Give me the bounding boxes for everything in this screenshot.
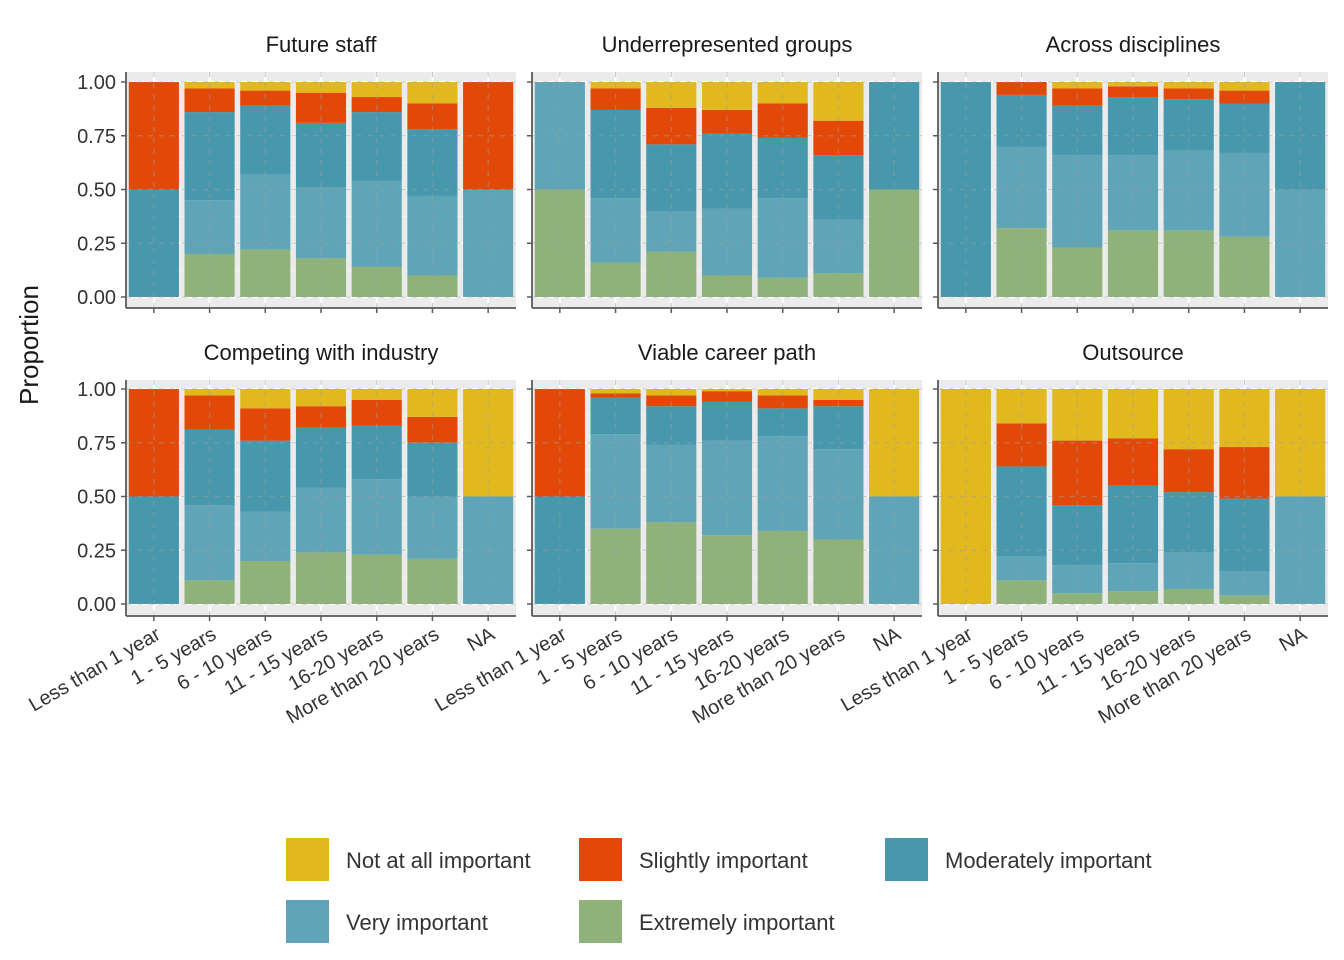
facet-title: Underrepresented groups — [602, 32, 853, 57]
bar-segment-extremely-important — [590, 262, 641, 297]
bar-segment-slightly-important — [646, 395, 697, 407]
y-tick-label: 1.00 — [77, 72, 116, 94]
x-tick-label: NA — [870, 623, 906, 656]
x-tick-label: NA — [1276, 623, 1312, 656]
bar-segment-not-at-all-important — [1163, 389, 1214, 450]
y-tick-label: 1.00 — [77, 379, 116, 401]
bar-segment-slightly-important — [1163, 88, 1214, 100]
bar-segment-very-important — [1052, 155, 1103, 248]
bar-segment-not-at-all-important — [813, 82, 864, 121]
bar-segment-extremely-important — [1052, 593, 1103, 604]
legend-item-not-at-all-important: Not at all important — [286, 838, 531, 881]
y-tick-label: 0.50 — [77, 487, 116, 509]
facet-title: Viable career path — [638, 340, 816, 365]
legend-swatch — [579, 900, 622, 943]
y-tick-label: 0.75 — [77, 126, 116, 148]
legend-swatch — [286, 900, 329, 943]
bar-segment-extremely-important — [1163, 588, 1214, 604]
bar-segment-moderately-important — [701, 401, 753, 441]
bar-segment-slightly-important — [351, 97, 402, 113]
bar-segment-moderately-important — [757, 137, 808, 199]
legend-swatch — [579, 838, 622, 881]
bar-segment-extremely-important — [295, 258, 347, 297]
bar-segment-not-at-all-important — [407, 82, 458, 104]
legend-label: Very important — [346, 910, 488, 935]
x-tick-label: NA — [464, 623, 500, 656]
legend-label: Slightly important — [639, 848, 808, 873]
bar-segment-moderately-important — [757, 408, 808, 437]
bar-segment-extremely-important — [757, 277, 808, 297]
legend-item-very-important: Very important — [286, 900, 488, 943]
bar-segment-very-important — [295, 487, 347, 553]
facet-competing-with-industry: Competing with industry 0.00 0.25 0.50 0.75 1… — [25, 340, 516, 728]
legend-swatch — [286, 838, 329, 881]
bar-segment-very-important — [1219, 571, 1270, 596]
bar-segment-slightly-important — [996, 82, 1047, 95]
bar-segment-extremely-important — [407, 275, 458, 297]
bar-segment-moderately-important — [240, 440, 291, 512]
y-tick-label: 0.75 — [77, 433, 116, 455]
bar-segment-not-at-all-important — [351, 82, 402, 98]
bar-segment-moderately-important — [295, 122, 347, 188]
legend-label: Not at all important — [346, 848, 531, 873]
legend-label: Extremely important — [639, 910, 835, 935]
legend-swatch — [885, 838, 928, 881]
legend-item-extremely-important: Extremely important — [579, 900, 835, 943]
bar-segment-very-important — [701, 440, 753, 536]
bar-segment-slightly-important — [701, 391, 753, 402]
bar-segment-moderately-important — [646, 144, 697, 211]
bar-segment-not-at-all-important — [757, 82, 808, 104]
facet-title: Competing with industry — [204, 340, 439, 365]
bar-segment-slightly-important — [590, 88, 641, 110]
bar-segment-not-at-all-important — [701, 389, 753, 392]
bar-segment-slightly-important — [757, 395, 808, 409]
y-axis-title: Proportion — [14, 285, 44, 405]
facets: Future staff 0.00 0.25 0.50 0.75 1.00 Underrep… — [25, 32, 1328, 728]
y-tick-label: 0.25 — [77, 233, 116, 255]
bar-segment-slightly-important — [1107, 438, 1159, 486]
facet-title: Outsource — [1082, 340, 1184, 365]
y-tick-label: 0.00 — [77, 594, 116, 616]
bar-segment-moderately-important — [184, 112, 235, 201]
facet-underrepresented-groups: Underrepresented groups — [527, 32, 922, 313]
y-tick-label: 0.25 — [77, 540, 116, 562]
y-tick-label: 0.00 — [77, 287, 116, 309]
bar-segment-extremely-important — [1107, 591, 1159, 604]
bar-segment-slightly-important — [184, 88, 235, 113]
facet-title: Across disciplines — [1046, 32, 1221, 57]
legend-item-slightly-important: Slightly important — [579, 838, 808, 881]
bar-segment-slightly-important — [701, 109, 753, 134]
facet-future-staff: Future staff 0.00 0.25 0.50 0.75 1.00 — [77, 32, 516, 313]
bar-segment-extremely-important — [1219, 595, 1270, 604]
bar-segment-not-at-all-important — [295, 389, 347, 407]
legend-item-moderately-important: Moderately important — [885, 838, 1152, 881]
facet-across-disciplines: Across disciplines — [933, 32, 1328, 313]
y-tick-label: 0.50 — [77, 180, 116, 202]
legend-label: Moderately important — [945, 848, 1152, 873]
bar-segment-extremely-important — [701, 275, 753, 297]
legend: Not at all important Slightly important Mo… — [286, 838, 1152, 943]
bar-segment-slightly-important — [1107, 86, 1159, 98]
bar-segment-very-important — [295, 187, 347, 259]
bar-segment-not-at-all-important — [240, 389, 291, 409]
facet-title: Future staff — [266, 32, 378, 57]
bar-segment-moderately-important — [351, 112, 402, 181]
bar-segment-extremely-important — [1219, 236, 1270, 297]
